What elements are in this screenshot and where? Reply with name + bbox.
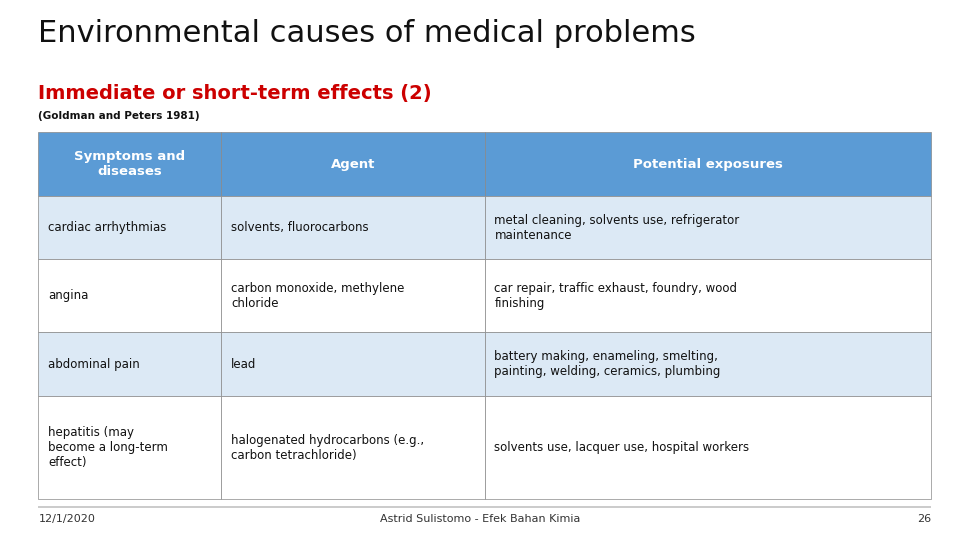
Text: Environmental causes of medical problems: Environmental causes of medical problems	[38, 19, 696, 48]
Text: angina: angina	[48, 289, 88, 302]
Text: metal cleaning, solvents use, refrigerator
maintenance: metal cleaning, solvents use, refrigerat…	[494, 214, 739, 241]
Text: lead: lead	[231, 357, 256, 370]
Text: hepatitis (may
become a long-term
effect): hepatitis (may become a long-term effect…	[48, 426, 168, 469]
Text: 12/1/2020: 12/1/2020	[38, 514, 95, 524]
Text: carbon monoxide, methylene
chloride: carbon monoxide, methylene chloride	[231, 282, 404, 310]
Text: solvents use, lacquer use, hospital workers: solvents use, lacquer use, hospital work…	[494, 441, 750, 454]
Text: Astrid Sulistomo - Efek Bahan Kimia: Astrid Sulistomo - Efek Bahan Kimia	[380, 514, 580, 524]
Text: Symptoms and
diseases: Symptoms and diseases	[74, 150, 185, 178]
Text: solvents, fluorocarbons: solvents, fluorocarbons	[231, 221, 369, 234]
Text: cardiac arrhythmias: cardiac arrhythmias	[48, 221, 166, 234]
Text: Potential exposures: Potential exposures	[633, 158, 783, 171]
Text: abdominal pain: abdominal pain	[48, 357, 140, 370]
Text: car repair, traffic exhaust, foundry, wood
finishing: car repair, traffic exhaust, foundry, wo…	[494, 282, 737, 310]
Text: 26: 26	[917, 514, 931, 524]
Text: battery making, enameling, smelting,
painting, welding, ceramics, plumbing: battery making, enameling, smelting, pai…	[494, 350, 721, 378]
Text: Agent: Agent	[331, 158, 375, 171]
Text: (Goldman and Peters 1981): (Goldman and Peters 1981)	[38, 111, 200, 121]
Text: Immediate or short-term effects (2): Immediate or short-term effects (2)	[38, 84, 432, 103]
Text: halogenated hydrocarbons (e.g.,
carbon tetrachloride): halogenated hydrocarbons (e.g., carbon t…	[231, 434, 424, 462]
